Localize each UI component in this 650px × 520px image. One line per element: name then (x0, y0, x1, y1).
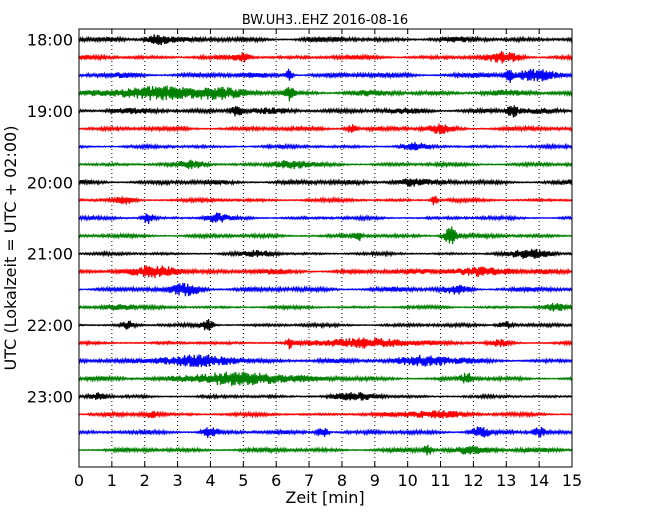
x-tick-label: 0 (74, 471, 84, 490)
seismogram-trace (78, 354, 573, 368)
traces-layer (78, 34, 573, 456)
seismogram-trace (78, 178, 573, 187)
seismogram-trace (78, 123, 573, 135)
seismogram-trace (78, 392, 573, 401)
x-tick-label: 15 (562, 471, 582, 490)
seismogram-trace (78, 141, 573, 151)
seismogram-trace (78, 51, 573, 64)
y-tick-label: 21:00 (27, 245, 73, 264)
y-tick-label: 19:00 (27, 102, 73, 121)
seismogram-trace (78, 282, 573, 297)
chart-title: BW.UH3..EHZ 2016-08-16 (242, 13, 408, 28)
x-tick-label: 3 (173, 471, 183, 490)
plot-frame (78, 28, 573, 468)
seismogram-trace (78, 318, 573, 331)
x-axis: 0 1 2 3 4 5 6 7 8 9 10 11 12 13 14 15 (74, 29, 582, 490)
y-tick-label: 23:00 (27, 388, 73, 407)
seismogram-trace (78, 195, 573, 206)
y-axis: 18:00 19:00 20:00 21:00 22:00 23:00 (27, 31, 572, 407)
x-axis-label: Zeit [min] (285, 488, 364, 507)
seismogram-trace (78, 212, 573, 224)
seismogram-trace (78, 265, 573, 279)
x-tick-label: 2 (140, 471, 150, 490)
x-tick-label: 7 (304, 471, 314, 490)
seismogram-trace (78, 248, 573, 259)
x-tick-label: 6 (271, 471, 281, 490)
seismogram-trace (78, 426, 573, 439)
seismogram-trace (78, 85, 573, 102)
seismogram-trace (78, 302, 573, 312)
x-tick-label: 9 (370, 471, 380, 490)
seismogram-trace (78, 226, 573, 245)
seismogram-trace (78, 371, 573, 387)
y-axis-label: UTC (Lokalzeit = UTC + 02:00) (1, 126, 20, 371)
seismogram-trace (78, 444, 573, 456)
x-tick-label: 14 (529, 471, 549, 490)
x-tick-label: 5 (238, 471, 248, 490)
x-tick-label: 10 (397, 471, 417, 490)
seismogram-trace (78, 68, 573, 84)
x-tick-label: 12 (463, 471, 483, 490)
seismogram-trace (78, 159, 573, 170)
x-tick-label: 1 (107, 471, 117, 490)
y-tick-label: 22:00 (27, 316, 73, 335)
seismogram-trace (78, 34, 573, 46)
x-tick-label: 13 (496, 471, 516, 490)
y-tick-label: 18:00 (27, 31, 73, 50)
x-tick-label: 11 (430, 471, 450, 490)
x-tick-label: 8 (337, 471, 347, 490)
seismogram-trace (78, 337, 573, 350)
x-tick-label: 4 (205, 471, 215, 490)
y-tick-label: 20:00 (27, 173, 73, 192)
seismogram-trace (78, 105, 573, 118)
seismogram-trace (78, 410, 573, 419)
